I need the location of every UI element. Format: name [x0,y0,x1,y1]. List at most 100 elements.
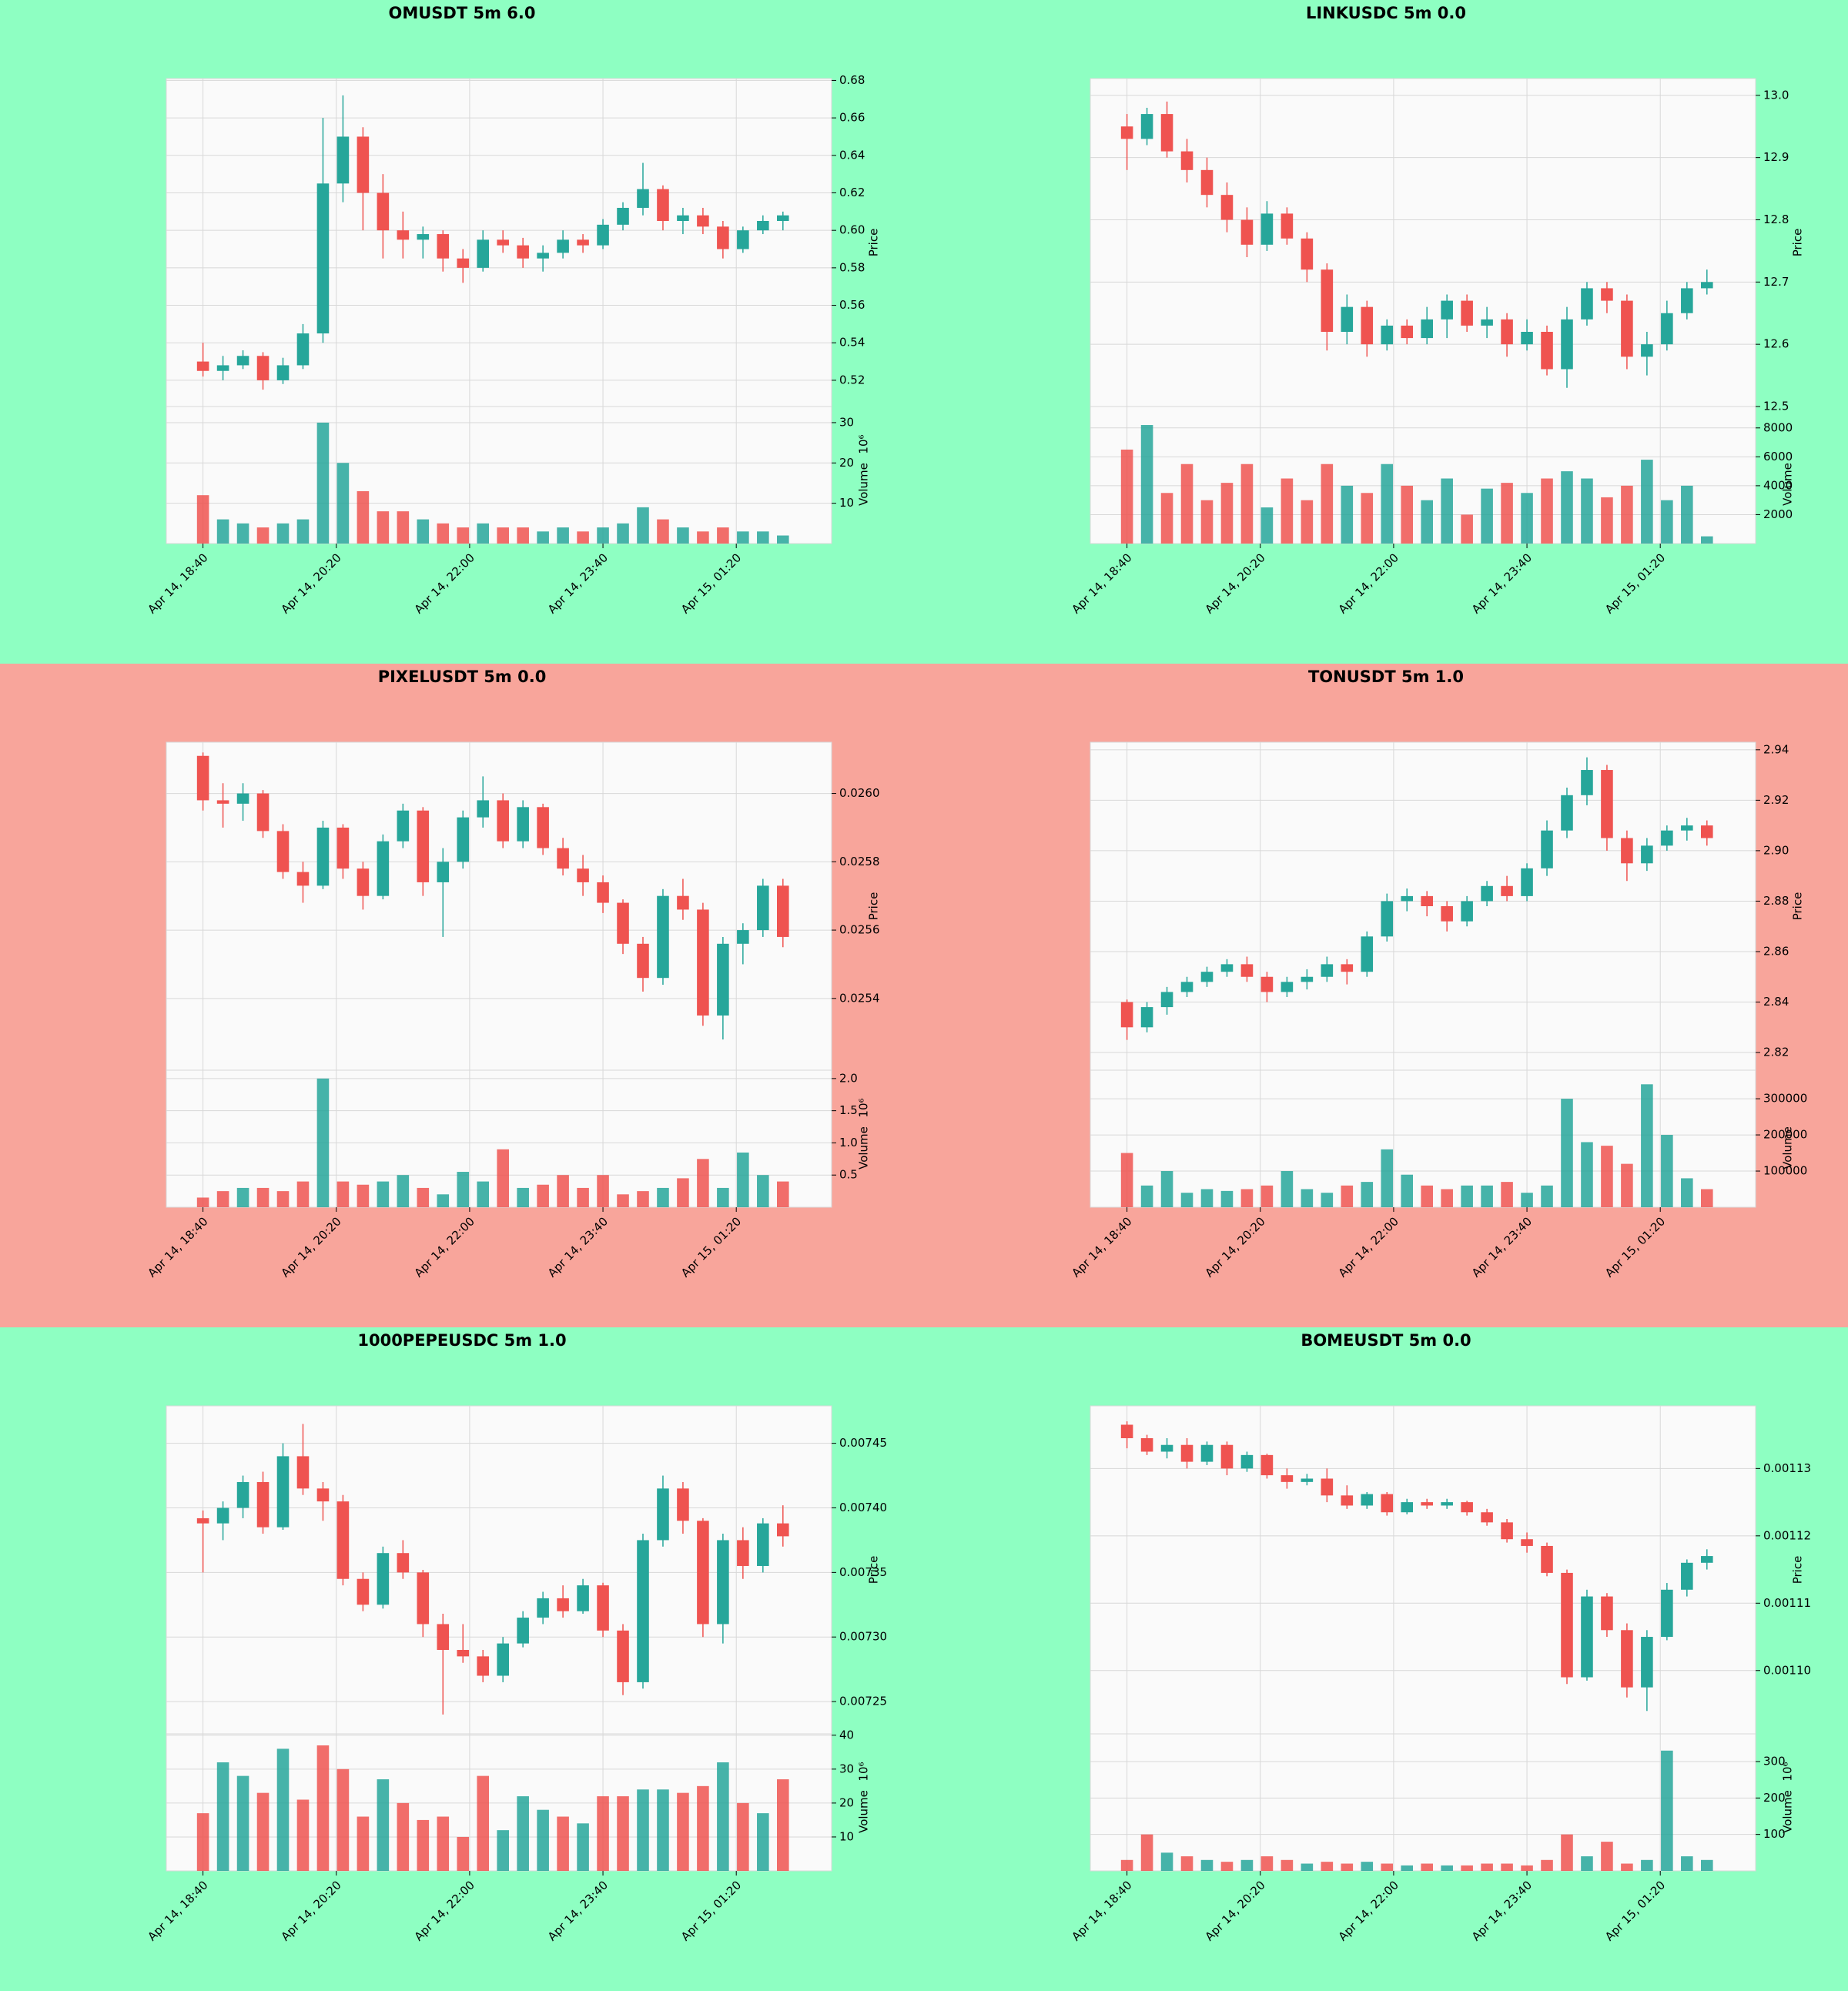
volume-bar [597,527,609,544]
candle-body [697,1521,709,1625]
candle-body [537,253,549,259]
volume-bar [1361,1862,1374,1871]
candle-body [657,895,669,979]
candle-body [417,810,430,882]
volume-bar [697,1159,709,1207]
candle-body [1661,313,1673,345]
volume-bar [577,1823,589,1871]
volume-bar [577,531,589,544]
volume-bar [1240,1859,1254,1871]
chart-title: BOMEUSDT 5m 0.0 [1301,1331,1471,1350]
candle-body [256,1481,270,1528]
candle-body [597,882,609,903]
volume-bar [1180,1856,1194,1871]
volume-bar [1681,1856,1693,1871]
volume-bar [1220,1862,1234,1871]
candle-body [1581,288,1593,320]
candle-body [1180,982,1194,992]
candle-body [1361,936,1374,972]
volume-bar [637,1789,649,1871]
candle-body [316,183,330,334]
volume-bar [296,519,310,544]
volume-bar [236,523,249,544]
volume-bar [196,495,209,544]
volume-bar [1180,1193,1194,1207]
candle-body [1561,1572,1573,1678]
volume-bar [557,527,569,544]
candle-body [1461,1502,1473,1513]
candle-body [1301,238,1314,270]
volume-offset-label: 10⁶ [1781,1762,1795,1781]
volume-bar [777,1181,789,1207]
volume-bar [1501,1863,1513,1871]
volume-bar [1401,1865,1414,1871]
candle-body [737,230,749,249]
volume-bar [1581,478,1593,544]
y-tick-label: 8000 [1763,420,1793,434]
y-axis-label: Price [1791,892,1805,921]
y-tick-label: 0.54 [839,336,865,350]
volume-bar [1200,500,1214,544]
candle-body [1601,770,1613,838]
candle-body [1501,319,1513,345]
volume-bar [357,490,370,544]
candle-body [1240,964,1254,977]
candle-body [1160,1444,1173,1452]
volume-bar [1601,1146,1613,1207]
candle-body [1661,1589,1673,1638]
volume-bar [1321,1862,1334,1871]
candle-body [1641,1637,1653,1688]
candle-body [597,1585,609,1631]
candle-body [1401,325,1414,339]
candle-body [236,1481,249,1508]
candle-body [1701,1556,1713,1563]
price-plot-area [166,741,832,1071]
candle-body [1301,1478,1314,1482]
y-axis-label: Price [1791,229,1805,257]
candle-body [717,1540,729,1625]
candle-body [236,793,249,804]
candle-body [1341,964,1354,972]
candle-body [1561,319,1573,370]
candle-body [1701,282,1713,289]
volume-bar [1341,1185,1354,1207]
volume-bar [557,1175,569,1207]
candle-body [597,224,609,246]
candle-body [637,1540,649,1682]
candle-body [1321,269,1334,332]
candle-body [216,365,229,371]
volume-bar [1381,1863,1394,1871]
y-axis-label: Price [867,1556,881,1584]
candle-body [1341,306,1354,332]
candle-body [557,848,569,869]
y-tick-label: 12.8 [1763,212,1789,226]
volume-bar [1281,1171,1294,1207]
volume-bar [517,1187,529,1207]
candle-body [697,215,709,227]
volume-bar [1441,1865,1453,1871]
candle-body [657,1488,669,1541]
candle-body [1281,213,1294,239]
candle-body [1461,901,1473,922]
y-tick-label: 0.00110 [1763,1663,1811,1677]
volume-bar [1581,1856,1593,1871]
volume-bar [236,1187,249,1207]
candle-body [357,868,370,896]
candle-body [1160,992,1173,1008]
volume-bar [397,1802,410,1871]
volume-bar [437,1816,450,1871]
y-tick-label: 0.52 [839,373,865,386]
y-tick-label: 1.5 [839,1103,858,1117]
y-axis-label: Price [867,892,881,921]
candle-body [777,215,789,222]
candle-body [216,800,229,804]
candle-body [737,1540,749,1566]
y-tick-label: 2.90 [1763,843,1789,857]
candle-body [1260,1454,1274,1476]
volume-bar [276,1191,290,1207]
candle-body [1541,331,1553,370]
candle-body [1401,1502,1414,1513]
candle-body [1461,300,1473,326]
candle-body [437,1624,450,1650]
